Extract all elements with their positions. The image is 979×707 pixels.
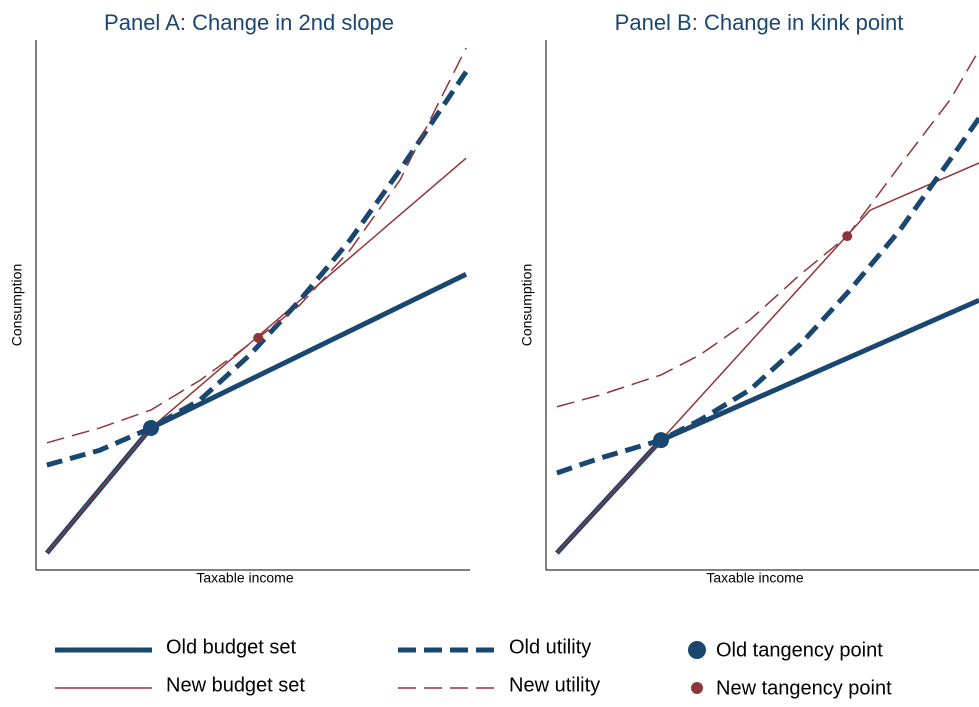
legend-label: New budget set <box>166 674 305 696</box>
panel: Panel B: Change in kink point Taxable inc… <box>519 10 979 586</box>
chart-title: Panel A: Change in 2nd slope <box>104 10 394 35</box>
legend-label: New tangency point <box>716 677 892 699</box>
utility-curve <box>46 47 467 444</box>
utility-curve <box>556 116 979 476</box>
legend-swatch <box>688 641 706 659</box>
legend-label: Old budget set <box>166 636 297 658</box>
utility-curve <box>46 70 469 468</box>
y-axis-label: Consumption <box>519 264 535 347</box>
budget-line <box>44 272 468 555</box>
legend-label: Old tangency point <box>716 639 883 661</box>
legend-label: Old utility <box>509 636 591 658</box>
x-axis-label: Taxable income <box>196 570 293 586</box>
utility-curve <box>556 49 979 408</box>
tangency-point <box>842 231 853 242</box>
budget-line <box>555 297 979 555</box>
legend: Old budget set New budget set Old utility N… <box>55 636 892 699</box>
chart-title: Panel B: Change in kink point <box>615 10 904 35</box>
panel: Panel A: Change in 2nd slope Taxable inco… <box>9 10 470 586</box>
y-axis-label: Consumption <box>9 264 25 347</box>
budget-line <box>46 157 467 554</box>
tangency-point <box>253 332 264 343</box>
tangency-point <box>653 432 670 449</box>
legend-swatch <box>691 682 703 694</box>
legend-label: New utility <box>509 674 600 696</box>
tangency-point <box>143 419 160 436</box>
x-axis-label: Taxable income <box>706 570 803 586</box>
budget-line <box>556 162 979 554</box>
